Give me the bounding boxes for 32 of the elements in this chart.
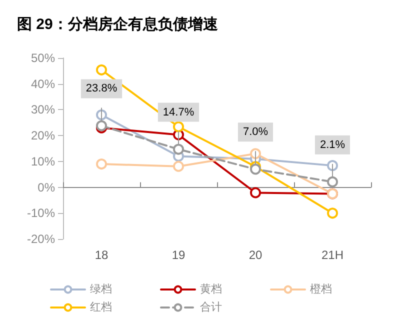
point <box>173 121 184 132</box>
y-tick-label: 30% <box>30 102 56 117</box>
point <box>327 160 338 172</box>
point <box>327 208 338 219</box>
chart-title: 图 29：分档房企有息负债增速 <box>17 15 219 33</box>
data-label: 14.7% <box>162 106 194 118</box>
y-tick-label: 20% <box>30 128 56 143</box>
legend-label: 红档 <box>90 302 112 314</box>
point <box>250 187 261 198</box>
point <box>96 158 107 170</box>
point <box>96 64 107 76</box>
data-label: 23.8% <box>86 82 118 95</box>
point <box>250 164 261 175</box>
point <box>327 176 338 188</box>
x-tick-label: 18 <box>94 248 108 262</box>
point <box>173 160 184 172</box>
data-label: 7.0% <box>242 126 268 138</box>
legend-label: 黄档 <box>200 282 222 296</box>
point <box>173 144 184 155</box>
y-tick-label: 40% <box>30 76 56 91</box>
y-tick-label: -10% <box>26 206 56 220</box>
y-tick-label: -20% <box>26 232 56 246</box>
y-tick-label: 10% <box>30 154 56 168</box>
legend-label: 绿档 <box>90 284 112 296</box>
y-tick-label: 0% <box>38 180 56 194</box>
data-label: 2.1% <box>320 138 346 151</box>
legend-label: 合计 <box>200 300 222 314</box>
y-tick-label: 50% <box>30 51 56 65</box>
legend-label: 橙档 <box>310 284 332 296</box>
x-tick-label: 19 <box>172 248 186 262</box>
x-tick-label: 21H <box>321 248 344 262</box>
x-tick-label: 20 <box>248 248 262 262</box>
